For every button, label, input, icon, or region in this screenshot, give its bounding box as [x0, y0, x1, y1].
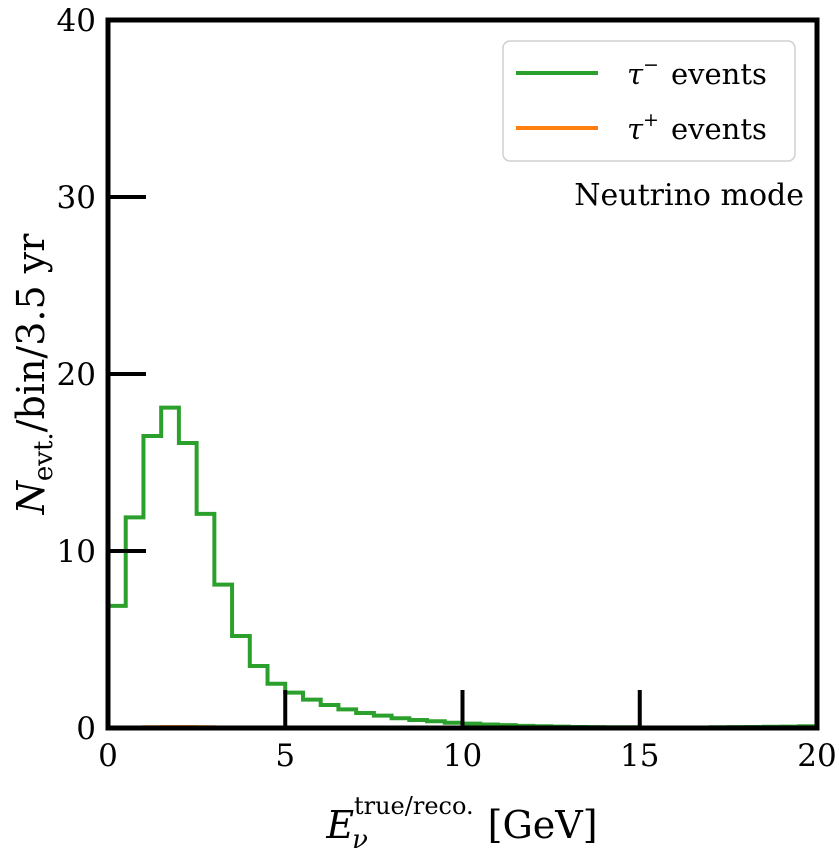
y-tick-label-40: 40 — [57, 3, 96, 39]
x-axis-label-main: E — [325, 803, 354, 847]
legend: τ− events τ+ events — [502, 40, 796, 162]
x-axis-label-unit: [GeV] — [488, 803, 598, 847]
tick-label-layer: 0 5 10 15 20 0 10 20 30 40 — [57, 3, 837, 774]
legend-text-tau-minus: events — [671, 57, 767, 91]
legend-symbol-tau-minus: τ — [627, 57, 644, 91]
x-tick-label-5: 5 — [275, 738, 295, 774]
y-axis-label-sub: evt. — [29, 432, 59, 481]
x-axis-label-sup: true/reco. — [354, 792, 474, 820]
x-tick-label-20: 20 — [797, 738, 836, 774]
y-axis-label-rest: /bin/3.5 yr — [9, 233, 53, 433]
x-tick-label-10: 10 — [443, 738, 482, 774]
x-tick-label-0: 0 — [98, 738, 118, 774]
y-tick-label-0: 0 — [76, 711, 96, 747]
y-tick-label-20: 20 — [57, 357, 96, 393]
legend-label-tau-plus: τ+ events — [627, 109, 767, 146]
legend-sup-tau-minus: − — [643, 54, 659, 76]
legend-symbol-tau-plus: τ — [627, 112, 644, 146]
plot-frame — [105, 17, 820, 731]
y-axis-label-main: N — [9, 479, 53, 515]
x-axis-label: Eν true/reco. [GeV] — [325, 792, 597, 855]
y-tick-label-30: 30 — [57, 180, 96, 216]
legend-label-tau-minus: τ− events — [627, 54, 767, 91]
y-axis-label: Nevt./bin/3.5 yr — [9, 233, 59, 516]
legend-text-tau-plus: events — [671, 112, 767, 146]
x-axis-label-sub: ν — [352, 825, 368, 855]
legend-sup-tau-plus: + — [643, 109, 659, 131]
y-tick-label-10: 10 — [57, 534, 96, 570]
mode-annotation: Neutrino mode — [574, 178, 804, 213]
x-tick-label-15: 15 — [620, 738, 659, 774]
